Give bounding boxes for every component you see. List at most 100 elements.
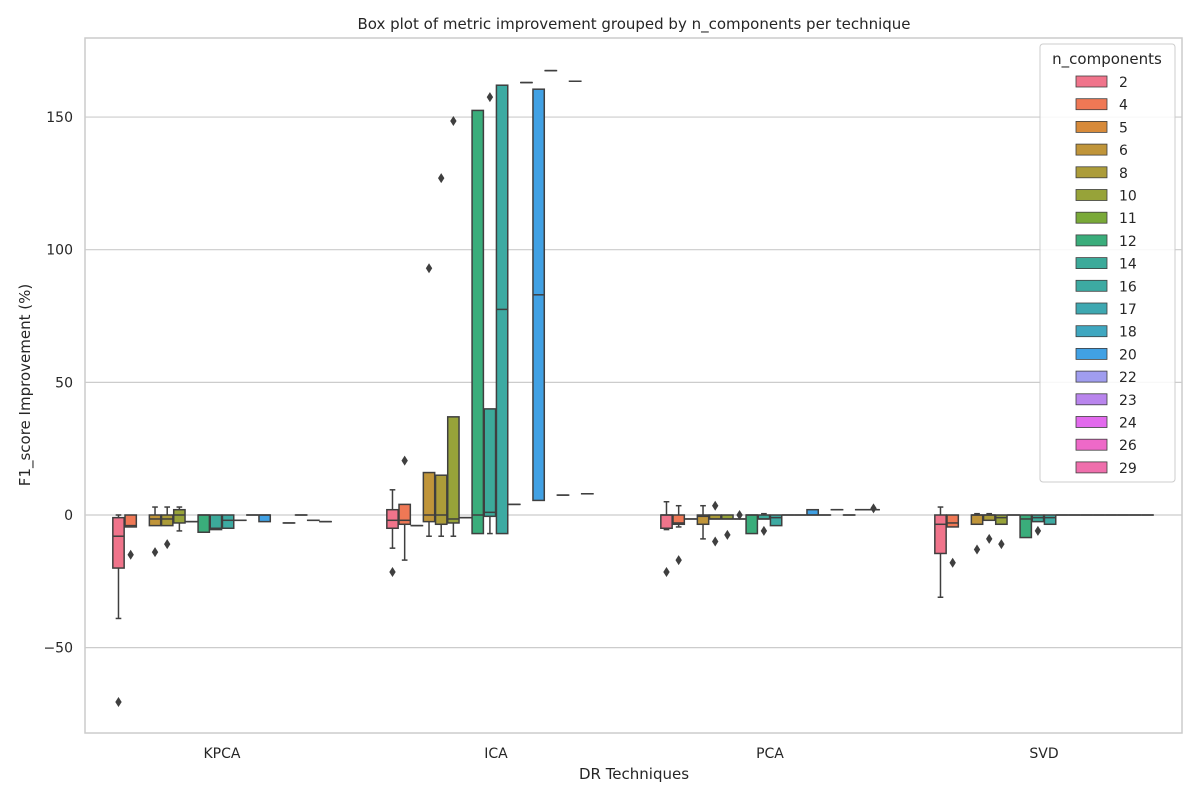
legend-label: 8 [1119, 166, 1128, 182]
outlier-marker [425, 263, 433, 274]
box-PCA-n12 [745, 514, 759, 535]
legend-label: 11 [1119, 211, 1137, 227]
y-tick-label: 0 [64, 508, 73, 524]
box-body [994, 514, 1008, 526]
outlier-marker [164, 539, 171, 550]
legend-item-10: 10 [1075, 189, 1137, 205]
legend-label: 23 [1119, 393, 1137, 409]
box-PCA-n29 [867, 503, 880, 514]
legend-swatch [1075, 75, 1108, 88]
box-body [422, 471, 436, 523]
legend-item-23: 23 [1075, 393, 1137, 409]
box-body [806, 508, 820, 516]
box-body [209, 514, 223, 531]
box-KPCA-n10 [172, 506, 186, 532]
legend-swatch [1075, 98, 1108, 111]
box-SVD-n8 [982, 512, 996, 544]
box-PCA-n4 [672, 504, 686, 566]
outlier-marker [486, 92, 494, 103]
legend: n_components 245681011121416171820222324… [1039, 43, 1176, 483]
box-PCA-n11 [733, 510, 746, 520]
legend-swatch [1075, 370, 1108, 383]
y-axis-label: F1_score Improvement (%) [16, 284, 35, 486]
box-body [160, 514, 174, 527]
chart-title: Box plot of metric improvement grouped b… [357, 15, 910, 34]
box-body [386, 508, 399, 530]
legend-swatch [1075, 325, 1108, 338]
box-body [1043, 514, 1057, 526]
legend-swatch [1075, 461, 1108, 474]
box-body [769, 514, 783, 527]
legend-label: 24 [1119, 416, 1137, 432]
plot-area [112, 69, 1154, 708]
legend-label: 22 [1119, 370, 1137, 386]
box-body [148, 514, 162, 527]
legend-item-8: 8 [1075, 166, 1128, 182]
box-PCA-n16 [769, 514, 783, 527]
box-SVD-n12 [1019, 514, 1033, 539]
box-body [471, 109, 485, 535]
box-body [696, 514, 710, 526]
legend-item-12: 12 [1075, 234, 1137, 250]
box-PCA-n8 [708, 500, 722, 547]
legend-swatch [1075, 257, 1108, 270]
box-KPCA-n2 [112, 514, 125, 708]
legend-label: 10 [1119, 189, 1137, 205]
outlier-marker [760, 525, 768, 536]
box-body [124, 514, 138, 528]
box-KPCA-n8 [160, 506, 174, 550]
y-axis-ticks: −50 0 50 100 150 [43, 110, 73, 657]
box-PCA-n20 [806, 508, 820, 516]
legend-item-4: 4 [1075, 98, 1128, 114]
box-body [434, 474, 448, 526]
box-ICA-n12 [471, 109, 485, 535]
outlier-marker [712, 500, 719, 511]
box-ICA-n14 [483, 92, 497, 535]
x-tick-label: SVD [1029, 746, 1058, 762]
outlier-marker [401, 455, 408, 466]
legend-swatch [1075, 143, 1108, 156]
legend-item-22: 22 [1075, 370, 1137, 386]
x-axis-label: DR Techniques [579, 765, 689, 783]
legend-label: 2 [1119, 75, 1128, 91]
legend-frame [1039, 43, 1176, 483]
outlier-marker [675, 555, 682, 566]
outlier-marker [973, 544, 981, 555]
legend-swatch [1075, 347, 1108, 360]
box-body [1019, 514, 1033, 539]
legend-item-24: 24 [1075, 416, 1137, 432]
box-SVD-n4 [946, 514, 960, 568]
outlier-marker [115, 697, 122, 708]
box-body [197, 514, 211, 533]
legend-swatch [1075, 279, 1108, 292]
outlier-marker [712, 536, 719, 547]
box-ICA-n2 [386, 489, 399, 578]
box-SVD-n2 [934, 506, 947, 598]
box-body [112, 516, 125, 569]
legend-swatch [1075, 166, 1108, 179]
box-body [934, 514, 947, 555]
legend-item-17: 17 [1075, 302, 1137, 318]
box-body [258, 514, 272, 523]
legend-label: 18 [1119, 325, 1137, 341]
box-SVD-n10 [994, 514, 1008, 550]
legend-title: n_components [1052, 50, 1162, 69]
box-body [398, 503, 412, 526]
legend-label: 26 [1119, 438, 1137, 454]
plot-frame [84, 37, 1183, 734]
legend-item-16: 16 [1075, 279, 1137, 295]
box-ICA-n8 [434, 173, 448, 537]
legend-label: 14 [1119, 257, 1137, 273]
outlier-marker [663, 567, 670, 578]
outlier-marker [151, 547, 159, 558]
outlier-marker [998, 539, 1005, 550]
legend-item-11: 11 [1075, 211, 1137, 227]
outlier-marker [736, 510, 743, 520]
box-ICA-n10 [446, 116, 460, 537]
box-KPCA-n12 [197, 514, 211, 533]
legend-label: 6 [1119, 143, 1128, 159]
legend-swatch [1075, 416, 1108, 428]
